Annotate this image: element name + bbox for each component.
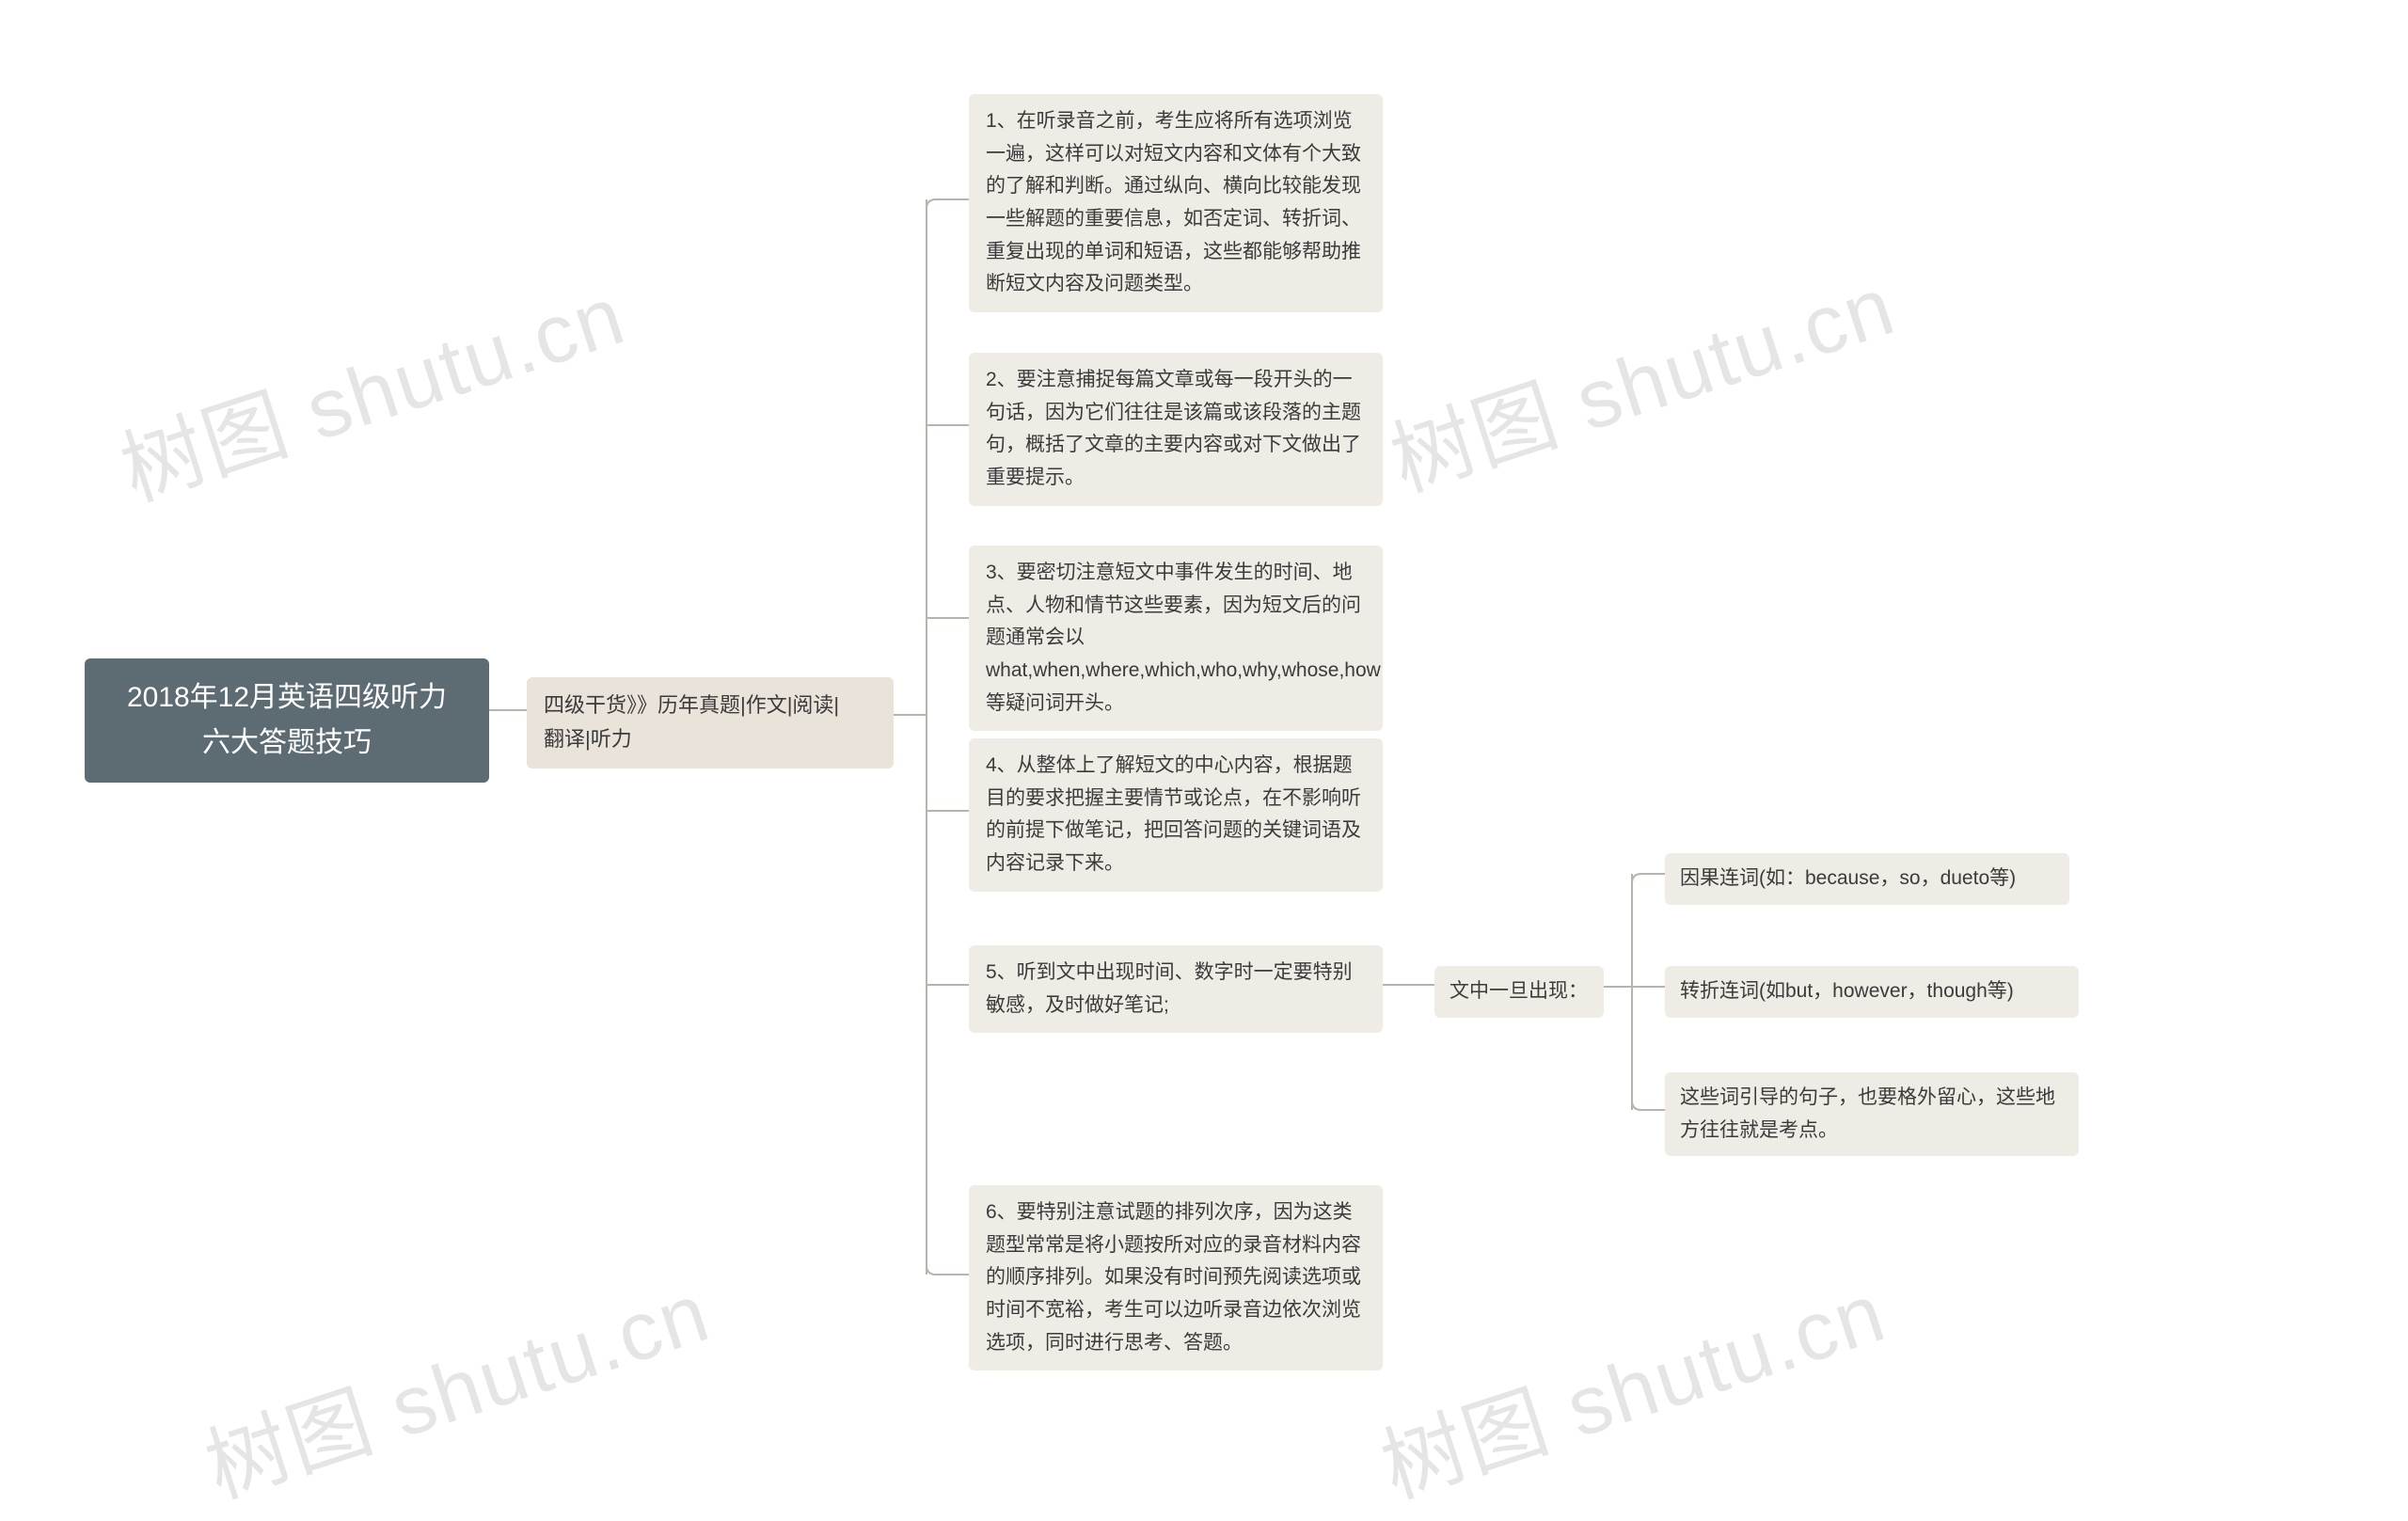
level1-node: 四级干货》》历年真题|作文|阅读|翻译|听力 xyxy=(527,677,894,768)
watermark: 树图 shutu.cn xyxy=(1374,240,1908,515)
tip5-leaf-3: 这些词引导的句子，也要格外留心，这些地方往往就是考点。 xyxy=(1665,1072,2079,1156)
root-text: 2018年12月英语四级听力六大答题技巧 xyxy=(127,682,447,758)
watermark: 树图 shutu.cn xyxy=(1365,1246,1898,1521)
tip5-sub-node: 文中一旦出现： xyxy=(1434,966,1604,1018)
tip-node-2: 2、要注意捕捉每篇文章或每一段开头的一句话，因为它们往往是该篇或该段落的主题句，… xyxy=(969,353,1383,506)
tip5-leaf-2: 转折连词(如but，however，though等) xyxy=(1665,966,2079,1018)
leaf-text: 因果连词(如：because，so，dueto等) xyxy=(1680,867,2016,889)
tip-node-1: 1、在听录音之前，考生应将所有选项浏览一遍，这样可以对短文内容和文体有个大致的了… xyxy=(969,94,1383,312)
tip-node-6: 6、要特别注意试题的排列次序，因为这类题型常常是将小题按所对应的录音材料内容的顺… xyxy=(969,1185,1383,1370)
tip-text: 5、听到文中出现时间、数字时一定要特别敏感，及时做好笔记; xyxy=(986,961,1353,1016)
tip5-sub-text: 文中一旦出现： xyxy=(1450,980,1588,1002)
tip-text: 6、要特别注意试题的排列次序，因为这类题型常常是将小题按所对应的录音材料内容的顺… xyxy=(986,1201,1361,1354)
leaf-text: 转折连词(如but，however，though等) xyxy=(1680,980,2014,1002)
tip5-leaf-1: 因果连词(如：because，so，dueto等) xyxy=(1665,853,2069,905)
tip-node-3: 3、要密切注意短文中事件发生的时间、地点、人物和情节这些要素，因为短文后的问题通… xyxy=(969,546,1383,731)
tip-text: 1、在听录音之前，考生应将所有选项浏览一遍，这样可以对短文内容和文体有个大致的了… xyxy=(986,110,1361,294)
level1-text: 四级干货》》历年真题|作文|阅读|翻译|听力 xyxy=(544,693,839,751)
watermark: 树图 shutu.cn xyxy=(104,249,638,524)
tip-text: 3、要密切注意短文中事件发生的时间、地点、人物和情节这些要素，因为短文后的问题通… xyxy=(986,562,1381,714)
tip-text: 2、要注意捕捉每篇文章或每一段开头的一句话，因为它们往往是该篇或该段落的主题句，… xyxy=(986,369,1361,488)
tip-node-5: 5、听到文中出现时间、数字时一定要特别敏感，及时做好笔记; xyxy=(969,945,1383,1033)
tip-text: 4、从整体上了解短文的中心内容，根据题目的要求把握主要情节或论点，在不影响听的前… xyxy=(986,754,1361,874)
leaf-text: 这些词引导的句子，也要格外留心，这些地方往往就是考点。 xyxy=(1680,1086,2055,1141)
watermark: 树图 shutu.cn xyxy=(189,1246,722,1521)
tip-node-4: 4、从整体上了解短文的中心内容，根据题目的要求把握主要情节或论点，在不影响听的前… xyxy=(969,738,1383,892)
root-node: 2018年12月英语四级听力六大答题技巧 xyxy=(85,658,489,783)
